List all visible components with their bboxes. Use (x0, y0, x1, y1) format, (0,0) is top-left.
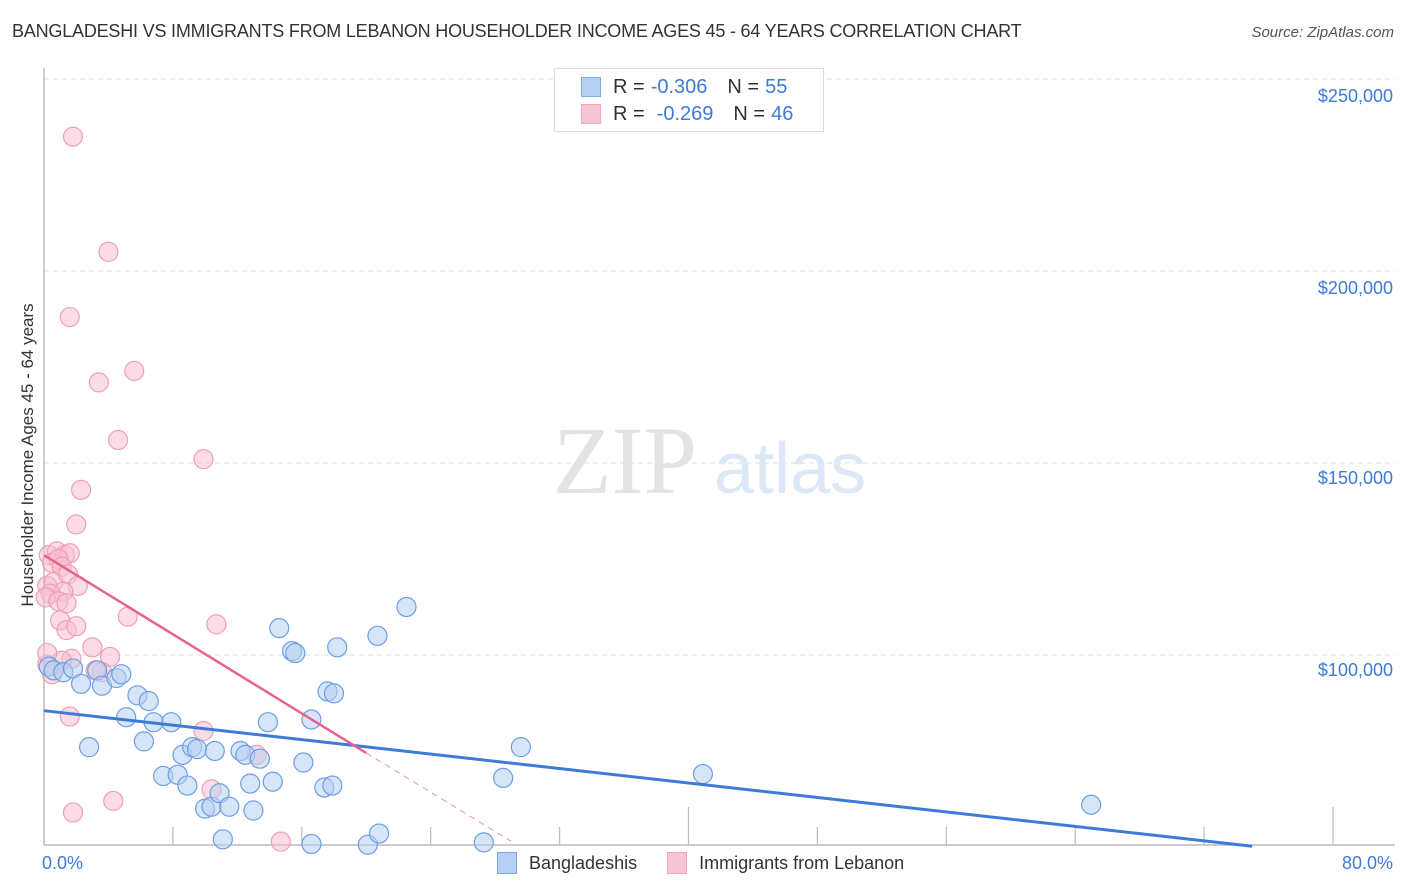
bangladeshi-point (322, 775, 343, 796)
bangladeshi-point (367, 625, 388, 646)
bangladeshi-point (285, 642, 306, 664)
correlation-legend: R = -0.306 N = 55 R = -0.269 N = 46 (554, 68, 824, 132)
r-value: -0.306 (650, 75, 708, 98)
source-label: Source: ZipAtlas.com (1251, 24, 1394, 41)
legend-item-lebanon[interactable]: Immigrants from Lebanon (667, 852, 904, 874)
lebanon-point (108, 429, 129, 451)
n-label: N = (733, 102, 766, 125)
lebanon-point (62, 802, 84, 823)
n-value: 55 (765, 75, 788, 98)
lebanon-point (66, 616, 87, 637)
bangladeshi-point (301, 833, 322, 855)
lebanon-point (124, 360, 145, 381)
y-tick-100000: $100,000 (1317, 660, 1393, 680)
legend-label: Bangladeshis (529, 852, 638, 873)
bangladeshi-point (269, 618, 290, 639)
lebanon-point (270, 831, 291, 852)
x-min-label: 0.0% (42, 853, 84, 873)
lebanon-point (82, 637, 103, 658)
lebanon-point (88, 372, 109, 393)
legend-label: Immigrants from Lebanon (699, 852, 905, 873)
bangladeshi-point (111, 664, 132, 685)
bangladeshi-point (327, 637, 348, 658)
lebanon-point (59, 306, 80, 328)
lebanon-point (70, 479, 92, 500)
lebanon-point (66, 514, 87, 535)
x-max-label: 80.0% (1341, 853, 1393, 873)
lebanon-trend-extension (365, 752, 512, 842)
bangladeshi-point (79, 737, 100, 758)
bangladeshi-point (116, 707, 137, 728)
bangladeshi-point (212, 829, 233, 850)
svg-text:atlas: atlas (714, 429, 866, 509)
bangladeshi-point (692, 763, 713, 785)
bangladeshi-point (138, 690, 159, 712)
bangladeshi-point (133, 731, 154, 752)
blue-swatch-icon (581, 77, 601, 97)
svg-text:ZIP: ZIP (553, 407, 697, 514)
bangladeshi-point (219, 796, 240, 817)
bangladeshi-point (70, 673, 92, 694)
bangladeshi-point (161, 712, 182, 733)
lebanon-point (62, 126, 84, 147)
bangladeshi-point (473, 832, 494, 853)
bangladeshi-point (510, 737, 531, 758)
legend-row-lebanon: R = -0.269 N = 46 (581, 102, 793, 126)
bangladeshi-point (204, 740, 225, 762)
watermark: ZIP atlas (553, 407, 866, 514)
bangladeshi-point (177, 775, 198, 796)
bangladeshi-point (1081, 794, 1102, 815)
series-legend: Bangladeshis Immigrants from Lebanon (497, 852, 934, 874)
lebanon-point (206, 614, 227, 635)
trend-lines (43, 554, 1253, 848)
bangladeshi-point (186, 738, 208, 760)
bangladeshi-point (293, 752, 314, 773)
legend-item-bangladeshis[interactable]: Bangladeshis (497, 852, 637, 874)
bangladeshi-point (249, 748, 270, 769)
lebanon-point (193, 720, 214, 742)
lebanon-point (56, 593, 77, 614)
r-value: -0.269 (656, 102, 714, 125)
pink-swatch-icon (581, 104, 601, 124)
bangladeshi-point (240, 773, 261, 794)
lebanon-point (193, 449, 214, 470)
lebanon-trend-line (43, 554, 367, 754)
r-label: R = (613, 75, 645, 98)
legend-row-bangladeshis: R = -0.306 N = 55 (581, 75, 787, 99)
lebanon-point (59, 706, 80, 727)
lebanon-points (35, 126, 291, 852)
gridlines (44, 78, 1395, 656)
bangladeshi-point (262, 771, 283, 792)
y-tick-200000: $200,000 (1317, 278, 1393, 298)
chart-title: BANGLADESHI VS IMMIGRANTS FROM LEBANON H… (12, 21, 1022, 41)
blue-swatch-icon (497, 852, 517, 874)
r-label: R = (613, 102, 645, 125)
lebanon-point (98, 241, 119, 262)
y-tick-150000: $150,000 (1317, 468, 1393, 488)
bangladeshi-point (257, 712, 279, 733)
bangladeshi-point (396, 596, 417, 618)
lebanon-point (103, 790, 124, 812)
bangladeshi-point (323, 683, 345, 704)
bangladeshi-point (493, 767, 514, 788)
bangladeshi-point (368, 823, 390, 844)
pink-swatch-icon (667, 852, 688, 874)
y-tick-250000: $250,000 (1317, 86, 1393, 106)
bangladeshi-trend-line (43, 709, 1253, 848)
bangladeshi-point (243, 800, 264, 821)
n-label: N = (727, 75, 760, 98)
n-value: 46 (771, 102, 794, 125)
